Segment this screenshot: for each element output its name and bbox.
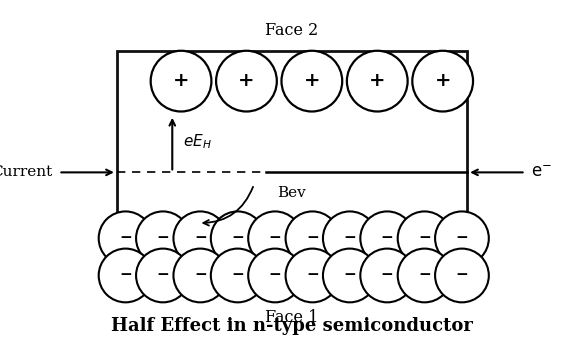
Text: −: − <box>119 231 132 245</box>
Ellipse shape <box>347 51 408 112</box>
Ellipse shape <box>173 249 227 302</box>
Text: −: − <box>381 231 394 245</box>
Text: −: − <box>306 268 319 283</box>
Text: −: − <box>343 231 356 245</box>
Ellipse shape <box>248 212 302 265</box>
Bar <box>117 51 467 294</box>
Ellipse shape <box>99 212 152 265</box>
Ellipse shape <box>216 51 277 112</box>
Ellipse shape <box>99 249 152 302</box>
Text: $\mathrm{e}^{-}$: $\mathrm{e}^{-}$ <box>531 164 552 181</box>
Ellipse shape <box>323 249 377 302</box>
Ellipse shape <box>398 249 451 302</box>
Text: −: − <box>119 268 132 283</box>
Ellipse shape <box>435 249 489 302</box>
Ellipse shape <box>398 212 451 265</box>
Ellipse shape <box>286 212 339 265</box>
Text: Face 2: Face 2 <box>265 22 319 39</box>
Ellipse shape <box>281 51 342 112</box>
Ellipse shape <box>323 212 377 265</box>
Text: −: − <box>231 231 244 245</box>
Ellipse shape <box>136 249 190 302</box>
Ellipse shape <box>211 249 265 302</box>
Text: −: − <box>269 268 281 283</box>
Text: $eE_H$: $eE_H$ <box>183 132 211 151</box>
Ellipse shape <box>360 249 414 302</box>
Ellipse shape <box>286 249 339 302</box>
Text: +: + <box>238 72 255 90</box>
Text: Half Effect in n-type semiconductor: Half Effect in n-type semiconductor <box>111 317 473 335</box>
Text: Face 1: Face 1 <box>265 309 319 326</box>
Text: −: − <box>343 268 356 283</box>
Text: +: + <box>369 72 385 90</box>
Ellipse shape <box>151 51 211 112</box>
Text: +: + <box>304 72 320 90</box>
Ellipse shape <box>435 212 489 265</box>
Text: −: − <box>194 231 207 245</box>
Text: −: − <box>456 231 468 245</box>
FancyArrowPatch shape <box>203 187 253 225</box>
Ellipse shape <box>136 212 190 265</box>
Text: −: − <box>456 268 468 283</box>
Text: +: + <box>434 72 451 90</box>
Text: −: − <box>418 268 431 283</box>
Text: −: − <box>194 268 207 283</box>
Text: Current: Current <box>0 165 53 179</box>
Text: −: − <box>269 231 281 245</box>
Ellipse shape <box>173 212 227 265</box>
Ellipse shape <box>412 51 473 112</box>
Text: −: − <box>157 231 169 245</box>
Ellipse shape <box>360 212 414 265</box>
Text: −: − <box>418 231 431 245</box>
Text: −: − <box>157 268 169 283</box>
Ellipse shape <box>211 212 265 265</box>
Text: +: + <box>173 72 189 90</box>
Ellipse shape <box>248 249 302 302</box>
Text: −: − <box>306 231 319 245</box>
Text: −: − <box>231 268 244 283</box>
Text: Bev: Bev <box>277 186 306 200</box>
Text: −: − <box>381 268 394 283</box>
